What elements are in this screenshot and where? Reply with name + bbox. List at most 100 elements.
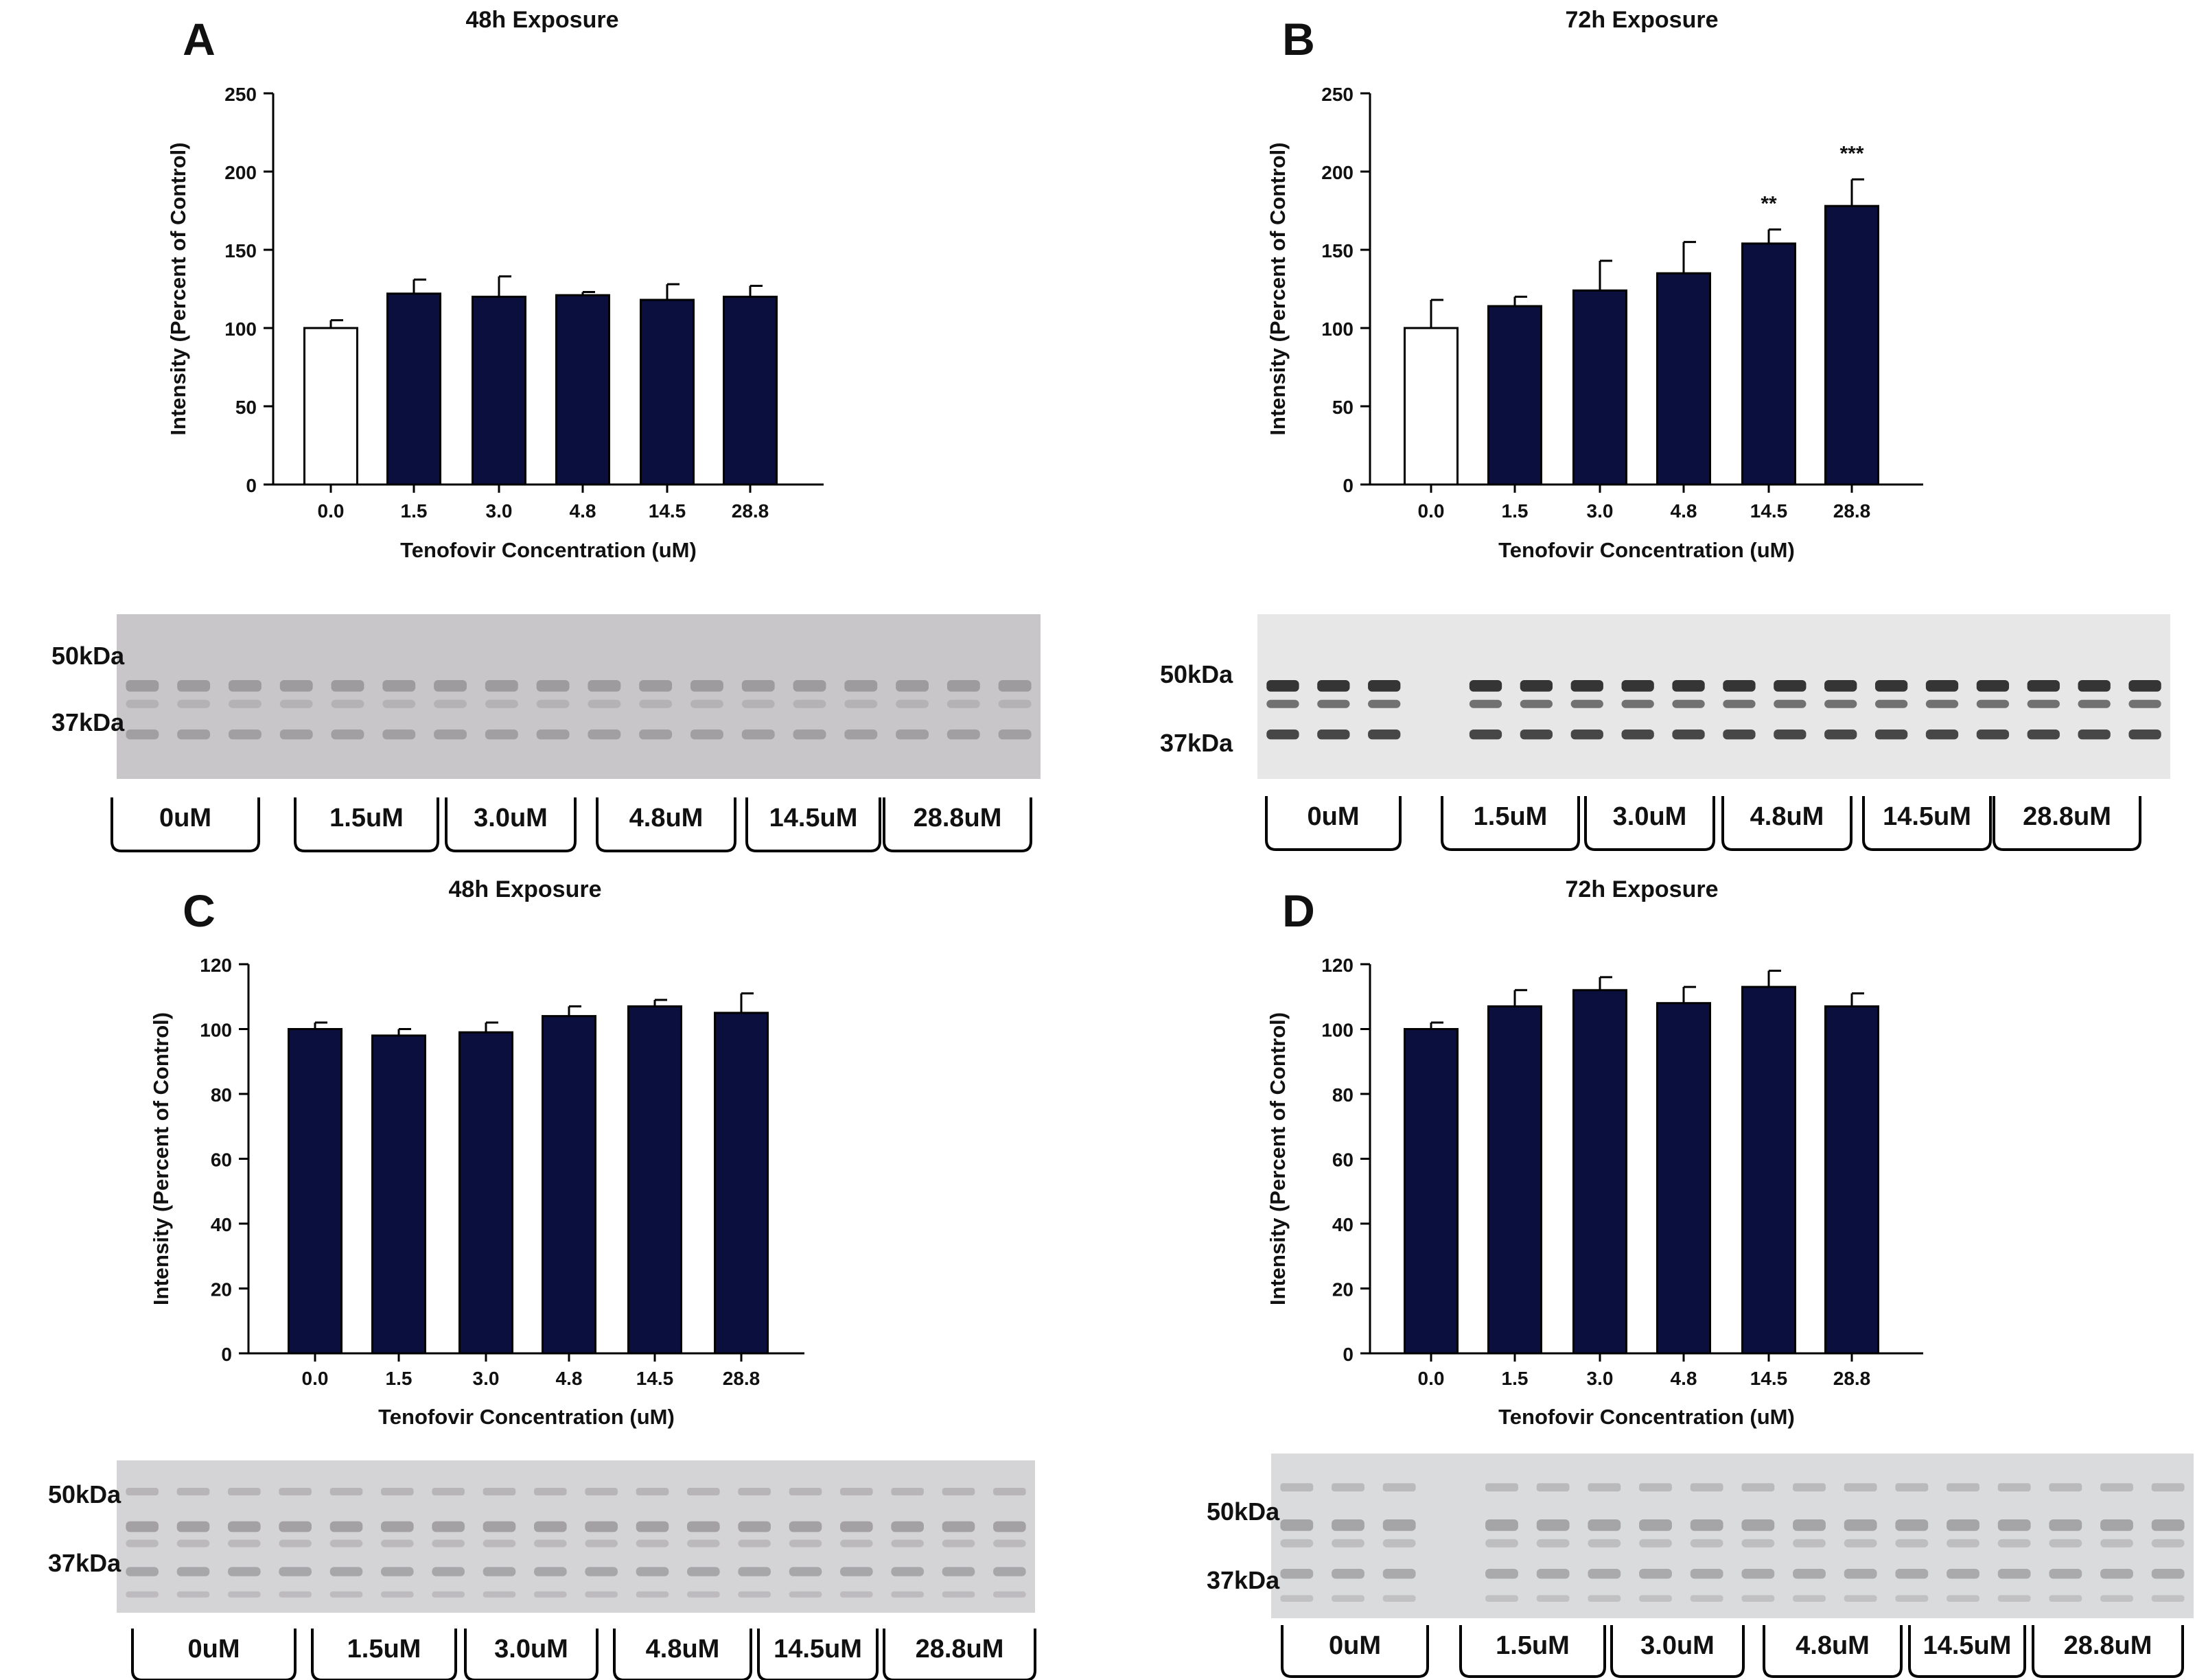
y-tick-label: 20 — [1332, 1279, 1354, 1300]
bar — [555, 294, 610, 486]
lane-group-bracket — [464, 1629, 599, 1680]
y-tick-label: 250 — [1321, 84, 1354, 105]
y-tick-label: 150 — [224, 240, 257, 261]
blot-band — [534, 1521, 567, 1532]
x-tick-label: 3.0 — [1587, 1368, 1614, 1389]
panel-d: D 72h Exposure 0 20 40 60 80 100 120 Intensity (P… — [1207, 876, 2194, 1678]
lane-group-bracket — [1584, 796, 1715, 851]
blot-band — [1672, 699, 1705, 708]
y-tick-label: 60 — [1332, 1150, 1354, 1171]
blot-band — [1485, 1595, 1518, 1602]
blot-band — [793, 680, 826, 692]
blot-band — [228, 1539, 261, 1548]
lane-group-bracket — [613, 1629, 752, 1680]
blot-band — [690, 699, 723, 708]
panel-c: C 48h Exposure 0 20 40 60 80 100 120 Intensity (P… — [48, 876, 1036, 1680]
blot-band — [1280, 1483, 1314, 1492]
blot-band — [1485, 1483, 1518, 1492]
blot-band — [1570, 699, 1603, 708]
blot-band — [329, 1591, 363, 1598]
blot-band — [998, 699, 1032, 708]
blot-band — [1723, 699, 1756, 708]
blot-background — [117, 614, 1041, 779]
blot-band — [483, 1521, 516, 1532]
blot-band — [1536, 1483, 1570, 1492]
blot-band — [483, 1591, 516, 1598]
lane-group-label: 14.5uM — [774, 1635, 862, 1664]
y-tick-label: 100 — [1321, 318, 1354, 340]
lane-group-label: 1.5uM — [1496, 1631, 1570, 1660]
blot-band — [1621, 730, 1654, 740]
lane-group-label: 4.8uM — [1796, 1631, 1870, 1660]
blot-band — [279, 730, 313, 740]
western-blot-image — [1257, 614, 2170, 779]
blot-band — [1639, 1595, 1672, 1602]
blot-band — [1824, 699, 1857, 708]
blot-band — [2128, 680, 2161, 692]
blot-band — [2078, 730, 2111, 740]
blot-band — [1485, 1519, 1518, 1531]
blot-band — [946, 730, 980, 740]
blot-band — [1844, 1519, 1877, 1531]
blot-band — [1368, 680, 1401, 692]
blot-band — [844, 730, 878, 740]
blot-band — [636, 1539, 669, 1548]
blot-band — [1536, 1519, 1570, 1531]
blot-band — [229, 680, 262, 692]
blot-band — [1774, 680, 1807, 692]
blot-band — [279, 680, 313, 692]
blot-band — [1947, 1483, 1979, 1492]
blot-band — [177, 680, 211, 692]
western-blot-image — [1271, 1454, 2194, 1618]
blot-band — [1469, 699, 1502, 708]
blot-band — [738, 1487, 771, 1496]
blot-band — [840, 1591, 873, 1598]
blot-band — [483, 1539, 516, 1548]
y-tick-label: 120 — [1321, 955, 1354, 976]
lane-group-label: 0uM — [1329, 1631, 1381, 1660]
blot-band — [1280, 1569, 1314, 1579]
blot-band — [2151, 1539, 2185, 1548]
blot-band — [1895, 1539, 1929, 1548]
blot-band — [126, 680, 159, 692]
bar — [1404, 327, 1459, 486]
y-tick-label: 100 — [224, 318, 257, 340]
bar — [1404, 1028, 1459, 1355]
blot-band — [1997, 1483, 2031, 1492]
blot-band — [942, 1591, 975, 1598]
lane-group-bracket — [745, 797, 881, 852]
blot-band — [840, 1521, 873, 1532]
blot-band — [636, 1591, 669, 1598]
bar — [714, 1012, 769, 1355]
blot-band — [1690, 1595, 1723, 1602]
blot-band — [636, 1521, 669, 1532]
bar — [1824, 1005, 1879, 1355]
blot-band — [1723, 730, 1756, 740]
blot-band — [1588, 1569, 1621, 1579]
blot-band — [585, 1521, 618, 1532]
blot-band — [2100, 1539, 2133, 1548]
x-tick-label: 28.8 — [1833, 500, 1871, 522]
y-tick-label: 120 — [200, 955, 232, 976]
blot-band — [126, 699, 159, 708]
blot-band — [2027, 680, 2060, 692]
blot-band — [279, 1591, 312, 1598]
panel-letter: D — [1282, 885, 1315, 936]
blot-band — [2151, 1569, 2185, 1579]
blot-band — [1280, 1539, 1314, 1548]
blot-band — [2078, 680, 2111, 692]
blot-band — [1588, 1519, 1621, 1531]
blot-band — [1672, 730, 1705, 740]
blot-band — [891, 1539, 924, 1548]
blot-band — [1874, 680, 1908, 692]
bar — [640, 299, 695, 486]
blot-band — [176, 1591, 210, 1598]
blot-band — [1824, 680, 1857, 692]
blot-band — [1690, 1539, 1723, 1548]
blot-band — [1266, 699, 1299, 708]
blot-band — [738, 1567, 771, 1576]
blot-band — [1536, 1569, 1570, 1579]
lane-group-label: 0uM — [188, 1635, 240, 1664]
blot-band — [485, 699, 518, 708]
chart-title: 48h Exposure — [466, 7, 619, 33]
